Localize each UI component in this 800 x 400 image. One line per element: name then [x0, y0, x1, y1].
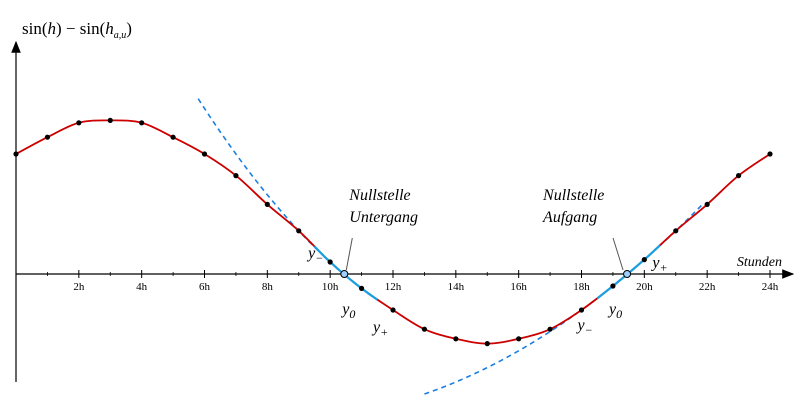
x-axis-label: Stunden: [737, 255, 782, 270]
data-point: [735, 173, 742, 179]
x-tick-label: 10h: [322, 281, 339, 293]
data-point: [547, 326, 553, 332]
annotation-line-2: Aufgang: [542, 209, 597, 226]
data-point: [264, 201, 270, 207]
annotation-line-1: Nullstelle: [542, 187, 604, 204]
data-point: [201, 151, 208, 157]
annotation-layer: Nullstelle Untergang Nullstelle Aufgang: [345, 187, 624, 271]
data-point: [673, 228, 679, 234]
data-point: [233, 173, 239, 179]
x-tick-label: 22h: [699, 281, 716, 293]
point-label: y−: [576, 317, 593, 337]
data-point: [516, 336, 522, 342]
point-layer: [13, 117, 773, 347]
annotation-leader: [345, 237, 353, 271]
point-label: y+: [650, 255, 667, 275]
x-tick-label: 12h: [385, 281, 402, 293]
x-tick-label: 20h: [636, 281, 653, 293]
point-label: y0: [340, 301, 355, 321]
x-tick-label: 4h: [136, 281, 148, 293]
data-point: [139, 120, 145, 126]
data-point: [421, 326, 428, 332]
data-point: [13, 151, 19, 157]
axes: [11, 40, 795, 382]
point-label: y+: [371, 319, 388, 339]
data-point: [296, 228, 302, 234]
data-point: [327, 259, 333, 265]
x-tick-label: 8h: [262, 281, 274, 293]
point-label: y0: [607, 301, 622, 321]
annotation-line-1: Nullstelle: [348, 187, 410, 204]
interpolation-parabola: [424, 202, 705, 395]
data-point: [170, 134, 176, 140]
x-tick-label: 18h: [573, 281, 590, 293]
data-point: [578, 307, 585, 313]
data-point: [76, 120, 82, 126]
x-tick-label: 24h: [762, 281, 779, 293]
zero-marker: [623, 270, 632, 278]
data-point: [107, 117, 113, 123]
x-tick-label: 14h: [448, 281, 465, 293]
data-point: [358, 285, 365, 291]
x-tick-label: 16h: [510, 281, 527, 293]
y-axis-label: sin(h) − sin(ha,u): [22, 19, 132, 41]
x-ticks: 2h 4h 6h 8h 10h 12h 14h 16h 18h 20h 22h 24h: [47, 270, 779, 293]
point-label-layer: y− y0 y+ y− y0 y+: [306, 245, 667, 339]
interpolation-parabola: [197, 98, 350, 280]
data-point: [704, 201, 710, 207]
data-point: [44, 134, 51, 140]
data-point: [390, 307, 396, 313]
zero-layer: [340, 270, 632, 278]
data-point: [484, 341, 490, 347]
zero-marker: [340, 270, 349, 278]
annotation-leader: [612, 237, 624, 271]
x-tick-label: 6h: [199, 281, 211, 293]
data-point: [610, 283, 616, 289]
data-point: [453, 336, 459, 342]
x-tick-label: 2h: [73, 281, 85, 293]
annotation-line-2: Untergang: [349, 209, 418, 226]
data-point: [767, 151, 773, 157]
point-label: y−: [306, 245, 323, 265]
parabola-layer: [197, 98, 705, 395]
data-point: [641, 257, 647, 263]
